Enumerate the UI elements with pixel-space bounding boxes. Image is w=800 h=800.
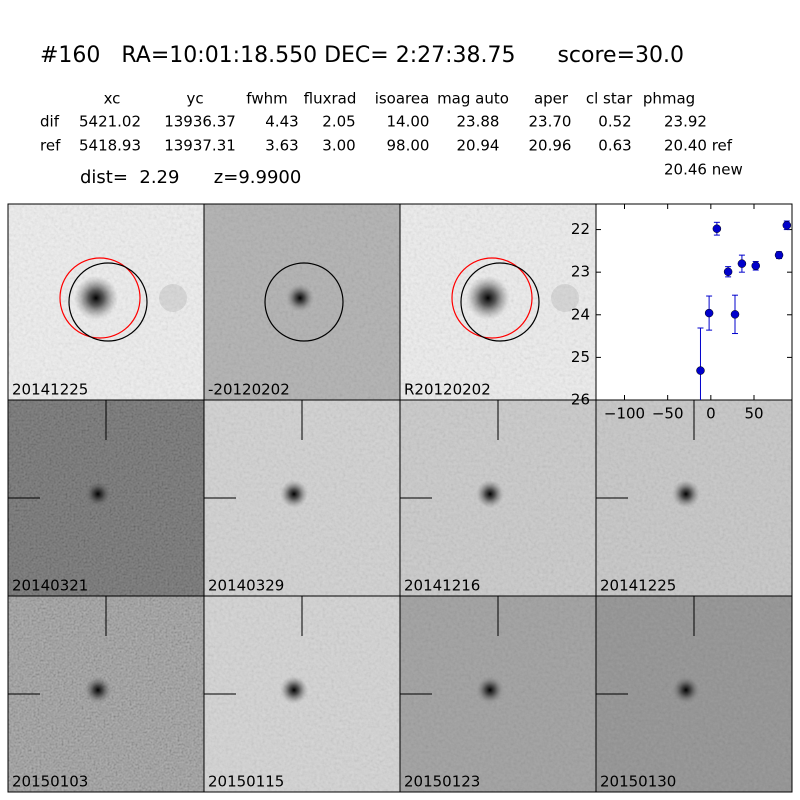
panel-label: 20141225: [12, 381, 88, 399]
column-header: xc: [104, 90, 121, 108]
y-tick-label: 24: [571, 305, 590, 323]
column-header: fluxrad: [304, 90, 357, 108]
point: [737, 259, 747, 268]
source: [476, 676, 504, 704]
table-cell: 5421.02: [79, 113, 141, 131]
table-cell: ref: [40, 137, 61, 155]
table-cell: 2.05: [322, 113, 355, 131]
table-cell: 0.63: [598, 137, 631, 155]
panel-label: 20150130: [600, 773, 676, 791]
x-tick-label: 50: [744, 405, 763, 423]
table-cell: 23.88: [457, 113, 500, 131]
source: [286, 284, 314, 312]
dist: dist= 2.29 z=9.9900: [80, 167, 301, 188]
y-tick-label: 22: [571, 220, 590, 238]
plot-area: [595, 203, 793, 401]
y-tick-label: 25: [571, 348, 590, 366]
column-header: yc: [186, 90, 203, 108]
table-cell: 5418.93: [79, 137, 141, 155]
panel-label: 20150103: [12, 773, 88, 791]
panel-label: 20141216: [404, 577, 480, 595]
ref-circle: [451, 257, 533, 339]
panel-label: 20141225: [600, 577, 676, 595]
table-cell: 3.63: [265, 137, 298, 155]
dif-circle: [68, 262, 148, 342]
table-cell: 23.92: [664, 113, 707, 131]
x-tick-label: −50: [652, 405, 684, 423]
title: #160 RA=10:01:18.550 DEC= 2:27:38.75 sco…: [40, 43, 684, 68]
source-halo: [159, 284, 187, 312]
point: [696, 366, 705, 375]
column-header: aper: [534, 90, 569, 108]
table-cell: 20.40 ref: [664, 137, 733, 155]
ref-circle: [59, 257, 141, 339]
panel-label: 20150115: [208, 773, 284, 791]
x-tick-label: 0: [706, 405, 716, 423]
points: [696, 220, 792, 400]
frame: [595, 595, 793, 793]
dif-circle: [264, 262, 344, 342]
column-header: mag auto: [437, 90, 509, 108]
source: [672, 480, 700, 508]
table-cell: 20.96: [529, 137, 572, 155]
table-cell: 14.00: [387, 113, 430, 131]
table-cell: 3.00: [322, 137, 355, 155]
panel-label: -20120202: [208, 381, 290, 399]
source: [280, 480, 308, 508]
source: [672, 676, 700, 704]
y-tick-label: 23: [571, 263, 590, 281]
point: [774, 250, 784, 260]
panel-label: 20140329: [208, 577, 284, 595]
source: [280, 676, 308, 704]
source: [74, 276, 118, 320]
source: [466, 276, 510, 320]
table-cell: 20.94: [457, 137, 500, 155]
table-cell: 98.00: [387, 137, 430, 155]
column-header: fwhm: [246, 90, 287, 108]
x-tick-label: −100: [604, 405, 645, 423]
source: [476, 480, 504, 508]
point: [712, 224, 722, 233]
source: [84, 676, 112, 704]
source-halo: [551, 284, 579, 312]
dif-circle: [460, 262, 540, 342]
point: [730, 310, 740, 319]
y-tick-label: 26: [571, 391, 590, 409]
column-header: isoarea: [375, 90, 430, 108]
thumbnails: [7, 203, 793, 793]
column-header: phmag: [643, 90, 695, 108]
column-header: cl star: [586, 90, 633, 108]
table-cell: 13936.37: [164, 113, 236, 131]
source: [84, 480, 112, 508]
panel-label: 20150123: [404, 773, 480, 791]
table-cell: 4.43: [265, 113, 298, 131]
table-cell: 13937.31: [164, 137, 236, 155]
point: [782, 221, 792, 230]
table-cell: 0.52: [598, 113, 631, 131]
point: [704, 308, 714, 318]
point: [723, 267, 733, 276]
panel-label: 20140321: [12, 577, 88, 595]
table-cell: 23.70: [529, 113, 572, 131]
point: [751, 261, 760, 271]
table-cell: dif: [40, 113, 60, 131]
phmag-new: 20.46 new: [664, 161, 743, 179]
panel-label: R20120202: [404, 381, 491, 399]
